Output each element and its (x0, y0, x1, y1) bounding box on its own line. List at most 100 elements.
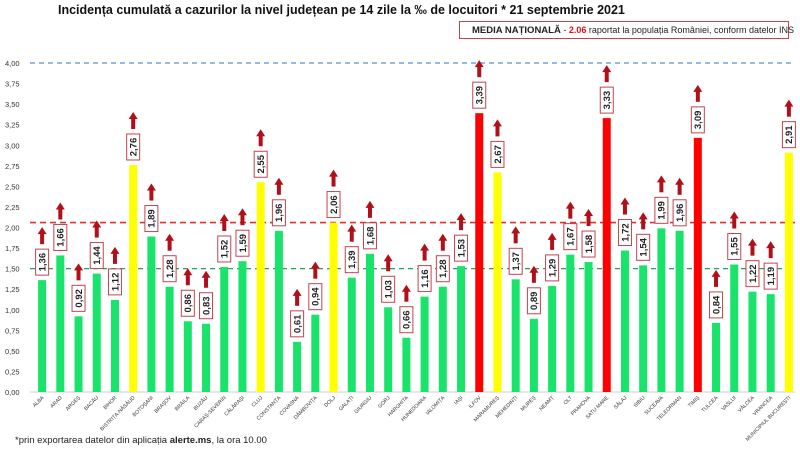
arrow-head (711, 269, 721, 277)
x-tick-label: BACĂU (83, 394, 101, 412)
arrow-head (401, 284, 411, 292)
arrow-head (675, 177, 685, 185)
x-tick-label: GALAȚI (338, 395, 355, 412)
arrow-shaft (112, 252, 117, 264)
arrow-shaft (786, 105, 791, 117)
x-tick-label: GIURGIU (353, 395, 373, 415)
trend-up-arrow-icon (256, 129, 266, 147)
trend-up-arrow-icon (638, 212, 648, 230)
arrow-shaft (477, 66, 482, 78)
trend-up-arrow-icon (365, 200, 375, 218)
x-tick-label: ARGEȘ (65, 395, 82, 412)
y-tick-label: 3,50 (5, 100, 20, 109)
legend-separator: - (560, 25, 569, 35)
data-label-box (781, 121, 796, 149)
x-tick-label: ILFOV (468, 395, 483, 410)
arrow-shaft (40, 233, 45, 245)
arrow-shaft (404, 290, 409, 302)
arrow-shaft (94, 226, 99, 238)
arrow-shaft (440, 239, 445, 251)
data-label: 1,89 (147, 209, 158, 228)
x-tick-label: GORJ (377, 395, 392, 410)
footnote-app: alerte.ms (169, 435, 212, 446)
bar (511, 279, 520, 392)
trend-up-arrow-icon (693, 84, 703, 102)
bar (238, 261, 247, 392)
trend-up-arrow-icon (347, 224, 357, 242)
arrow-head (693, 84, 703, 92)
data-label: 1,96 (675, 204, 686, 223)
x-tick-label: OLT (563, 395, 575, 407)
trend-up-arrow-icon (547, 232, 557, 250)
arrow-head (274, 177, 284, 185)
data-label: 1,19 (766, 267, 777, 286)
trend-up-arrow-icon (584, 209, 594, 227)
x-tick-label: TIMIȘ (687, 395, 701, 409)
data-label-box (326, 191, 341, 219)
arrow-head (237, 208, 247, 216)
arrow-head (438, 233, 448, 241)
trend-up-arrow-icon (711, 269, 721, 287)
data-label: 1,58 (584, 235, 595, 254)
trend-up-arrow-icon (201, 270, 211, 288)
trend-up-arrow-icon (766, 241, 776, 259)
arrow-head (529, 265, 539, 273)
trend-up-arrow-icon (383, 254, 393, 272)
data-label-box (472, 81, 487, 109)
data-label-box (526, 287, 541, 315)
data-label: 1,22 (748, 264, 759, 283)
arrow-shaft (349, 230, 354, 242)
arrow-shaft (714, 275, 719, 287)
x-tick-label: BUZĂU (192, 394, 210, 412)
arrow-shaft (641, 218, 646, 230)
data-label: 2,67 (493, 145, 504, 164)
arrow-head (620, 197, 630, 205)
arrow-head (256, 129, 266, 137)
y-tick-label: 3,75 (5, 80, 20, 89)
data-label: 1,37 (511, 252, 522, 271)
data-label: 0,89 (529, 292, 540, 311)
bar (92, 273, 101, 392)
bar (165, 286, 174, 392)
arrow-shaft (58, 208, 63, 220)
arrow-shaft (367, 206, 372, 218)
data-label: 1,28 (165, 259, 176, 278)
arrow-shaft (550, 238, 555, 250)
x-tick-label: TULCEA (701, 395, 720, 414)
bar (438, 286, 447, 392)
x-tick-label: SIBIU (633, 395, 647, 409)
arrow-head (456, 213, 466, 221)
arrow-head (420, 243, 430, 251)
trend-up-arrow-icon (656, 175, 666, 193)
bar (639, 265, 648, 392)
y-tick-label: 0,75 (5, 326, 20, 335)
x-tick-label: SĂLAJ (612, 394, 628, 410)
arrow-shaft (258, 135, 263, 147)
bar (420, 296, 429, 392)
arrow-shaft (76, 269, 81, 281)
arrow-head (638, 212, 648, 220)
data-label-box (508, 247, 523, 275)
bar (748, 291, 757, 392)
arrow-shaft (204, 276, 209, 288)
data-label: 1,96 (274, 204, 285, 223)
arrow-head (492, 119, 502, 127)
arrow-head (347, 224, 357, 232)
trend-up-arrow-icon (529, 265, 539, 283)
arrow-shaft (513, 232, 518, 244)
data-label: 0,84 (711, 295, 722, 314)
data-label-box (727, 233, 742, 261)
data-label: 0,94 (311, 287, 322, 306)
x-tick-label: MUREȘ (520, 395, 538, 413)
trend-up-arrow-icon (183, 268, 193, 286)
data-label: 1,99 (657, 201, 668, 220)
bar (183, 321, 192, 392)
arrow-shaft (622, 203, 627, 215)
data-label-box (672, 199, 687, 227)
bar (693, 137, 702, 392)
arrow-head (110, 246, 120, 254)
trend-up-arrow-icon (237, 208, 247, 226)
trend-up-arrow-icon (602, 65, 612, 83)
data-label-box (217, 235, 232, 263)
bar (620, 250, 629, 392)
